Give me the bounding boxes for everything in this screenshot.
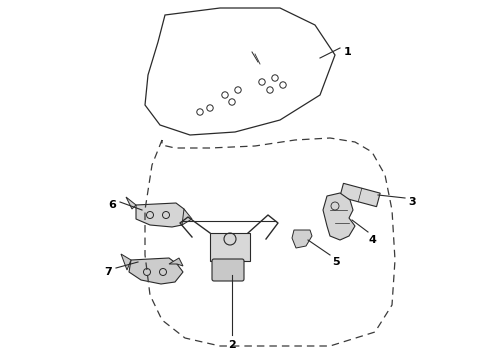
FancyBboxPatch shape xyxy=(212,259,244,281)
Bar xyxy=(210,233,250,261)
Polygon shape xyxy=(323,193,355,240)
Polygon shape xyxy=(121,254,131,270)
Polygon shape xyxy=(136,203,188,227)
Text: 7: 7 xyxy=(104,267,112,277)
Text: 5: 5 xyxy=(332,257,340,267)
Text: 1: 1 xyxy=(344,47,352,57)
Text: 4: 4 xyxy=(368,235,376,245)
Text: 3: 3 xyxy=(408,197,416,207)
Polygon shape xyxy=(292,230,312,248)
Polygon shape xyxy=(169,258,183,266)
Text: 6: 6 xyxy=(108,200,116,210)
Polygon shape xyxy=(182,209,192,225)
Polygon shape xyxy=(340,183,380,207)
Polygon shape xyxy=(126,197,136,209)
Polygon shape xyxy=(129,258,183,284)
Text: 2: 2 xyxy=(228,340,236,350)
